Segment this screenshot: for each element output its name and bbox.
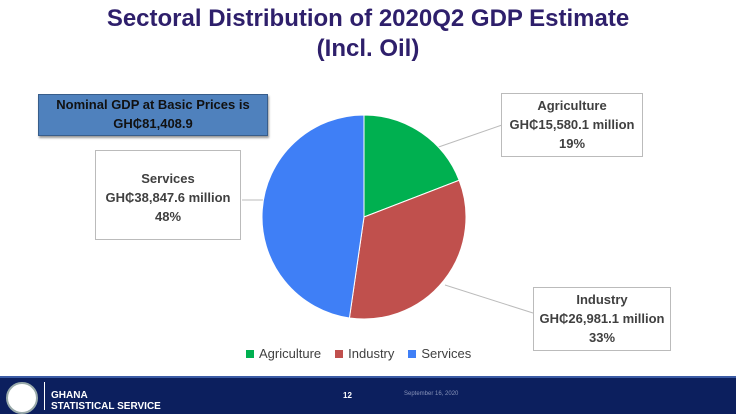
legend-agriculture: Agriculture <box>246 346 321 361</box>
label-value: GH₵15,580.1 million <box>509 117 635 132</box>
label-services: Services GH₵38,847.6 million 48% <box>95 150 241 240</box>
leader-agriculture <box>429 124 503 151</box>
legend-label: Agriculture <box>259 346 322 361</box>
pie-slice-agriculture <box>363 114 460 218</box>
legend-swatch <box>246 350 254 358</box>
pie-slice-industry <box>348 179 467 320</box>
org-name: GHANA STATISTICAL SERVICE <box>51 390 161 412</box>
title-line-1: Sectoral Distribution of 2020Q2 GDP Esti… <box>106 5 630 32</box>
label-percent: 48% <box>154 209 182 224</box>
divider <box>44 382 45 410</box>
gdp-value: GH₵81,408.9 <box>113 116 193 131</box>
label-name: Agriculture <box>537 98 607 113</box>
title-line-2: (Incl. Oil) <box>316 35 420 62</box>
gdp-line-1: Nominal GDP at Basic Prices is <box>56 97 250 112</box>
legend-swatch <box>408 350 417 358</box>
label-value: GH₵26,981.1 million <box>539 311 665 326</box>
legend-label: Services <box>421 346 472 361</box>
label-name: Services <box>141 171 195 186</box>
org-line-2: STATISTICAL SERVICE <box>51 401 161 412</box>
page-number: 12 <box>343 391 352 400</box>
pie-slice-services <box>261 114 365 319</box>
gss-logo-icon <box>6 382 38 414</box>
slide-date: September 16, 2020 <box>404 391 459 397</box>
label-name: Industry <box>576 292 628 307</box>
slide-title: Sectoral Distribution of 2020Q2 GDP Esti… <box>0 4 736 64</box>
label-percent: 33% <box>588 330 616 345</box>
org-line-1: GHANA <box>51 390 88 401</box>
label-agriculture: Agriculture GH₵15,580.1 million 19% <box>501 93 643 157</box>
legend-industry: Industry <box>335 346 394 361</box>
legend-services: Services <box>408 346 471 361</box>
footer-bar: GHANA STATISTICAL SERVICE 12 September 16… <box>0 376 736 414</box>
legend-label: Industry <box>348 346 395 361</box>
leader-industry <box>444 284 534 314</box>
legend-swatch <box>335 350 344 358</box>
label-industry: Industry GH₵26,981.1 million 33% <box>533 287 671 351</box>
chart-legend: Agriculture Industry Services <box>246 346 471 361</box>
nominal-gdp-box: Nominal GDP at Basic Prices is GH₵81,408.… <box>38 94 268 136</box>
label-value: GH₵38,847.6 million <box>105 190 231 205</box>
label-percent: 19% <box>558 136 586 151</box>
